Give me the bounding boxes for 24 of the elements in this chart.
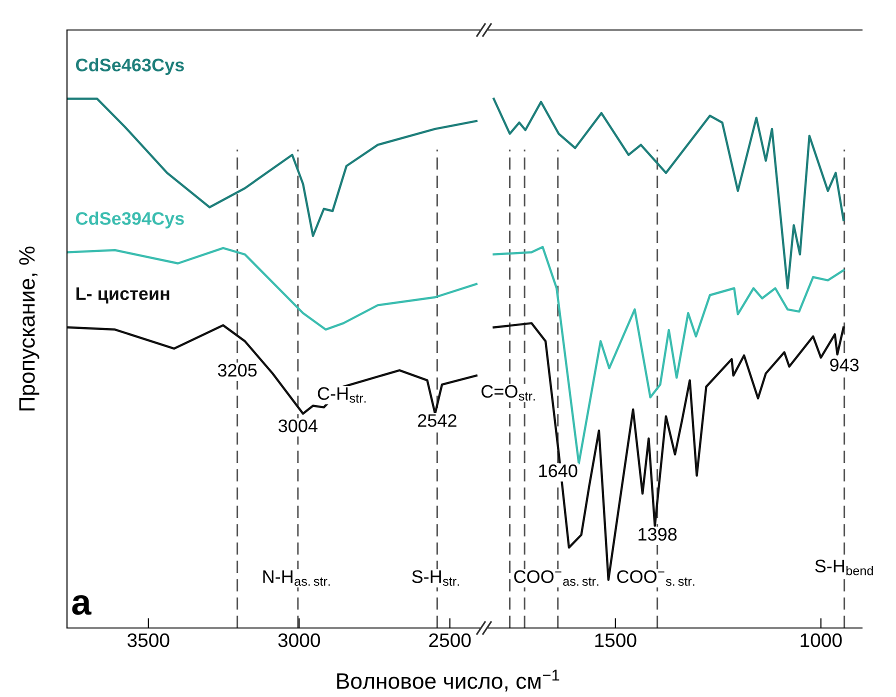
annotation: 3205 — [218, 364, 257, 377]
x-tick-label: 1000 — [800, 633, 842, 648]
annotation: 943 — [830, 358, 859, 372]
annotation: COO$^{−}$$_{as.str.}$ — [514, 570, 598, 586]
annotation: a — [72, 595, 92, 615]
y-axis-title: Пропускание, % — [19, 246, 40, 410]
annotation: S-H$_{str.}$ — [412, 570, 459, 586]
annotation: C=O$_{str.}$ — [482, 385, 535, 401]
annotation: COO$^{−}$$_{s.str.}$ — [617, 570, 694, 586]
annotation: 3004 — [278, 419, 318, 432]
x-tick-label: 3000 — [278, 633, 320, 648]
annotation: 2542 — [418, 414, 456, 427]
annotation: N-H$_{as.str.}$ — [263, 570, 330, 586]
x-tick-label: 3500 — [128, 633, 170, 648]
series-label: CdSe394Cys — [76, 212, 184, 228]
annotation: 1640 — [539, 464, 578, 478]
x-axis-title: Волновое число, см$^{−1}$ — [337, 670, 560, 692]
x-tick-label: 2500 — [429, 633, 471, 648]
series-label: CdSe463Cys — [76, 58, 184, 75]
annotation: C-H$_{str.}$ — [318, 387, 366, 403]
x-tick-label: 1500 — [595, 633, 636, 648]
series-label: L- цистеин — [76, 287, 170, 304]
annotation: S-H$_{bend}$ — [815, 560, 873, 576]
annotation: 1398 — [638, 528, 677, 541]
